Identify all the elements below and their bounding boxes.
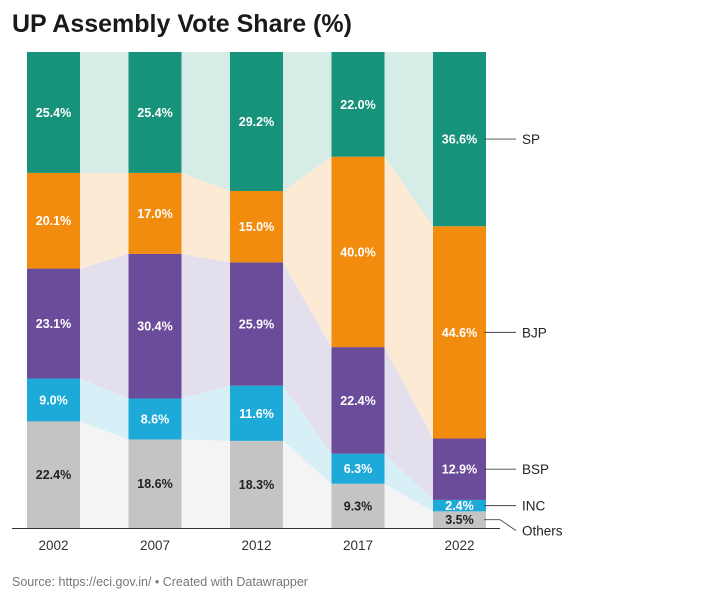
value-label-sp-2017: 22.0%	[340, 98, 375, 112]
value-label-others-2002: 22.4%	[36, 468, 71, 482]
chart-title: UP Assembly Vote Share (%)	[12, 10, 352, 38]
value-label-bjp-2017: 40.0%	[340, 245, 375, 259]
value-label-others-2022: 3.5%	[445, 513, 474, 527]
value-label-bjp-2002: 20.1%	[36, 214, 71, 228]
legend: Others INC BSP BJP SP	[484, 132, 563, 539]
bar-inc-2022	[433, 499, 486, 512]
legend-label-inc: INC	[522, 499, 546, 514]
x-tick-label-2002: 2002	[38, 538, 68, 553]
bar-bsp-2007	[128, 253, 182, 399]
value-label-inc-2017: 6.3%	[344, 462, 373, 476]
band-bjp-2002-2007	[80, 172, 129, 269]
value-label-sp-2012: 29.2%	[239, 115, 274, 129]
band-sp-2002-2007	[80, 52, 129, 173]
value-labels: 22.4% 18.6% 18.3% 9.3% 3.5% 9.0% 8.6% 11.6% 6.3%…	[36, 98, 477, 527]
value-label-bsp-2007: 30.4%	[137, 320, 172, 334]
bar-sp-2007	[128, 52, 182, 173]
band-inc-2017-2022	[384, 453, 433, 512]
band-inc-2007-2012	[181, 385, 230, 441]
value-label-bsp-2002: 23.1%	[36, 317, 71, 331]
bar-others-2002	[27, 421, 80, 528]
band-others-2017-2022	[384, 483, 433, 528]
value-label-inc-2012: 11.6%	[239, 407, 274, 421]
bar-bjp-2002	[27, 172, 80, 269]
x-axis-ticks: 2002 2007 2012 2017 2022	[38, 538, 474, 553]
band-bjp-2012-2017	[283, 156, 332, 348]
bar-inc-2002	[27, 378, 80, 422]
band-others-2002-2007	[80, 421, 129, 528]
value-label-sp-2002: 25.4%	[36, 106, 71, 120]
bar-sp-2012	[230, 52, 283, 191]
x-tick-label-2022: 2022	[444, 538, 474, 553]
band-inc-2012-2017	[283, 385, 332, 484]
legend-label-bsp: BSP	[522, 462, 549, 477]
bar-bjp-2007	[128, 172, 182, 254]
source-note: Source: https://eci.gov.in/ • Created wi…	[12, 575, 308, 589]
bar-others-2022	[433, 511, 486, 528]
value-label-bsp-2012: 25.9%	[239, 318, 274, 332]
bar-inc-2007	[128, 398, 182, 440]
x-tick-label-2012: 2012	[241, 538, 271, 553]
band-bsp-2012-2017	[283, 262, 332, 454]
bar-others-2012	[230, 440, 283, 528]
bar-bjp-2022	[433, 226, 486, 439]
bar-bjp-2017	[331, 156, 385, 348]
bar-bsp-2022	[433, 438, 486, 500]
bar-sp-2022	[433, 52, 486, 227]
value-label-others-2012: 18.3%	[239, 478, 274, 492]
bar-inc-2017	[331, 453, 385, 484]
value-label-sp-2007: 25.4%	[137, 106, 172, 120]
band-bsp-2017-2022	[384, 347, 433, 500]
band-sp-2012-2017	[283, 52, 332, 191]
value-label-bjp-2012: 15.0%	[239, 220, 274, 234]
bars	[27, 52, 486, 528]
band-sp-2017-2022	[384, 52, 433, 227]
band-others-2012-2017	[283, 440, 332, 528]
value-label-bsp-2017: 22.4%	[340, 394, 375, 408]
bar-sp-2002	[27, 52, 80, 173]
band-sp-2007-2012	[181, 52, 230, 191]
connector-bands	[80, 52, 433, 528]
x-tick-label-2017: 2017	[343, 538, 373, 553]
legend-label-bjp: BJP	[522, 325, 547, 340]
bar-bsp-2017	[331, 347, 385, 454]
band-bjp-2017-2022	[384, 156, 433, 439]
band-bjp-2007-2012	[181, 172, 230, 263]
bar-bjp-2012	[230, 190, 283, 263]
value-label-bjp-2007: 17.0%	[137, 207, 172, 221]
value-label-inc-2007: 8.6%	[141, 412, 170, 426]
value-label-inc-2002: 9.0%	[39, 393, 68, 407]
x-tick-label-2007: 2007	[140, 538, 170, 553]
value-label-others-2007: 18.6%	[137, 477, 172, 491]
bar-others-2007	[128, 439, 182, 528]
value-label-inc-2022: 2.4%	[445, 499, 474, 513]
legend-label-others: Others	[522, 524, 563, 539]
bar-bsp-2012	[230, 262, 283, 386]
bar-inc-2012	[230, 385, 283, 441]
bar-sp-2017	[331, 52, 385, 157]
band-bsp-2007-2012	[181, 253, 230, 399]
band-bsp-2002-2007	[80, 253, 129, 399]
band-others-2007-2012	[181, 439, 230, 528]
value-label-others-2017: 9.3%	[344, 499, 373, 513]
band-inc-2002-2007	[80, 378, 129, 440]
bar-bsp-2002	[27, 268, 80, 379]
value-label-bjp-2022: 44.6%	[442, 326, 477, 340]
legend-leader-others	[484, 519, 517, 531]
value-label-sp-2022: 36.6%	[442, 133, 477, 147]
value-label-bsp-2022: 12.9%	[442, 463, 477, 477]
legend-label-sp: SP	[522, 132, 540, 147]
bar-others-2017	[331, 483, 385, 528]
